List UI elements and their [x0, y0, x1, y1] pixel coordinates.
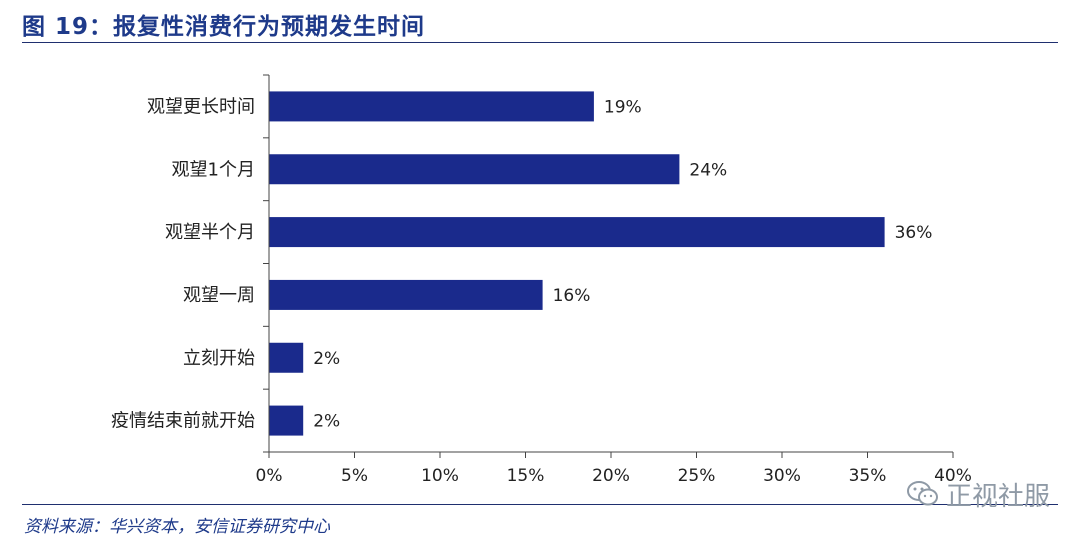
bars-layer [269, 91, 885, 436]
data-label: 19% [604, 97, 642, 117]
x-tick-label: 20% [592, 466, 630, 486]
x-tick-label: 40% [934, 466, 972, 486]
watermark: 正视社服 [906, 476, 1050, 512]
x-tick-label: 25% [678, 466, 716, 486]
x-tick-label: 15% [507, 466, 545, 486]
category-label: 观望1个月 [172, 159, 255, 180]
bar [269, 154, 680, 185]
data-label: 36% [895, 223, 933, 243]
category-label: 观望半个月 [165, 222, 255, 243]
x-tick-label: 35% [849, 466, 887, 486]
category-label: 疫情结束前就开始 [111, 411, 255, 432]
data-label: 24% [689, 160, 727, 180]
category-label: 观望更长时间 [147, 96, 255, 117]
bar [269, 91, 594, 122]
watermark-text: 正视社服 [945, 481, 1050, 512]
bar [269, 279, 543, 310]
x-tick-label: 10% [421, 466, 459, 486]
x-tick-label: 30% [763, 466, 801, 486]
x-tick-label: 0% [256, 466, 283, 486]
data-label: 16% [553, 286, 591, 306]
labels-layer: 19% 观望更长时间 24% 观望1个月 36% 观望半个月 16% 观望一周 2% 立刻开始 2%… [111, 96, 972, 486]
bar [269, 342, 304, 373]
bar [269, 405, 304, 436]
source-note: 资料来源：华兴资本，安信证券研究中心 [24, 517, 330, 537]
data-label: 2% [313, 349, 340, 369]
bar [269, 217, 885, 248]
category-label: 观望一周 [183, 285, 255, 306]
x-tick-label: 5% [341, 466, 368, 486]
data-label: 2% [313, 412, 340, 432]
header-rule [22, 42, 1058, 43]
category-label: 立刻开始 [183, 348, 255, 369]
wechat-icon [906, 481, 938, 506]
footer-rule [22, 504, 1058, 505]
axis-layer [263, 74, 954, 458]
figure-header: 图 19：报复性消费行为预期发生时间 [22, 6, 1058, 42]
figure-title: 图 19：报复性消费行为预期发生时间 [22, 14, 426, 40]
